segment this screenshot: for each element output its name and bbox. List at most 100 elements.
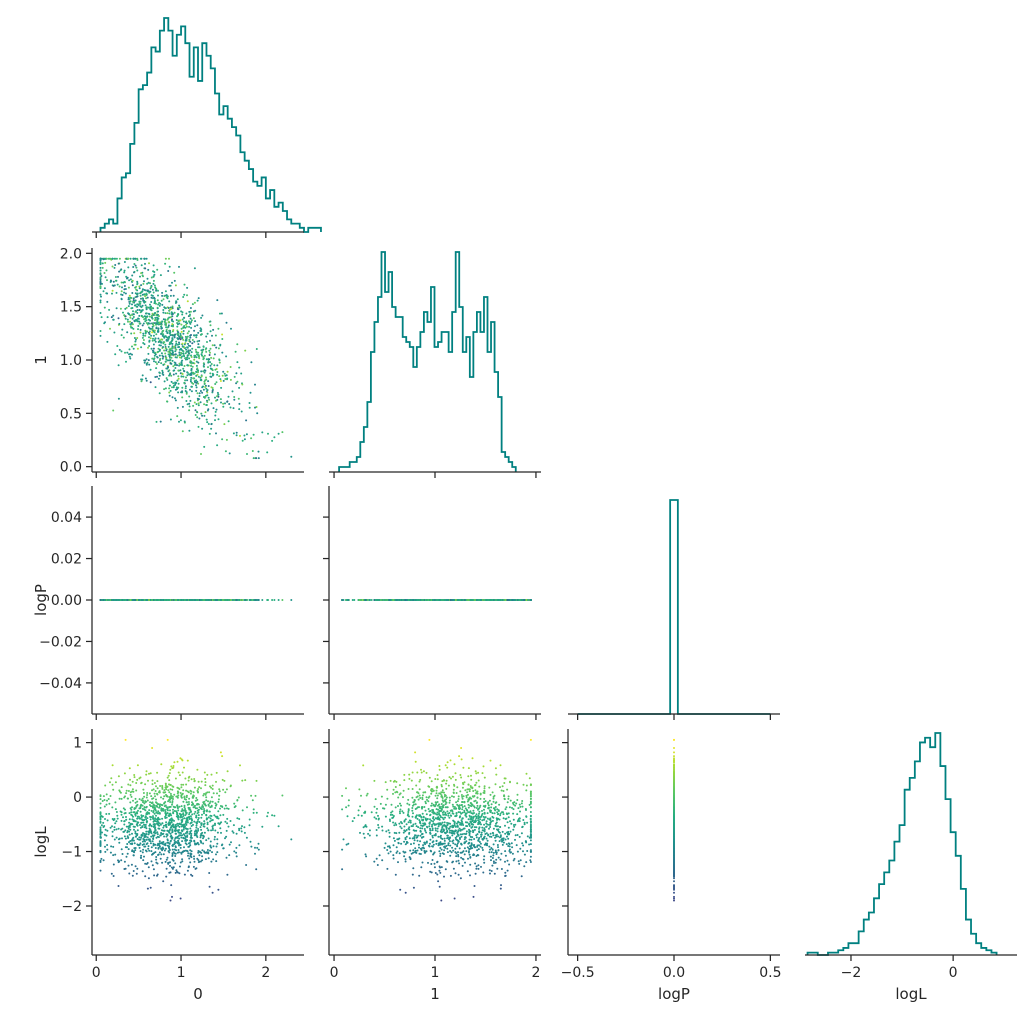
scatter-point: [195, 374, 198, 377]
scatter-point: [128, 355, 131, 358]
scatter-point: [149, 368, 152, 371]
scatter-point: [173, 364, 176, 366]
scatter-point: [241, 809, 244, 812]
scatter-point: [112, 280, 115, 283]
scatter-point: [176, 415, 179, 418]
scatter-point: [190, 390, 193, 393]
scatter-point: [208, 320, 211, 323]
scatter-point: [199, 376, 202, 379]
scatter-point: [158, 301, 161, 304]
scatter-point: [156, 792, 158, 795]
scatter-point: [141, 288, 144, 291]
scatter-point: [439, 599, 441, 601]
scatter-point: [217, 327, 220, 330]
scatter-point: [150, 294, 153, 297]
scatter-point: [250, 361, 253, 364]
scatter-point: [148, 315, 151, 318]
scatter-point: [203, 371, 206, 374]
scatter-point: [207, 358, 210, 361]
scatter-point: [115, 291, 118, 294]
scatter-point: [207, 423, 210, 425]
scatter-point: [167, 370, 170, 373]
scatter-point: [129, 357, 132, 360]
scatter-point: [145, 363, 148, 366]
scatter-point: [174, 284, 177, 287]
scatter-point: [377, 599, 380, 601]
scatter-point: [277, 599, 280, 601]
scatter-point: [129, 352, 132, 355]
scatter-point: [140, 257, 143, 260]
scatter-point: [177, 346, 180, 349]
scatter-point: [169, 359, 172, 361]
panel-2-0-y-tick-label: −0.04: [39, 676, 82, 692]
scatter-point: [248, 406, 251, 409]
scatter-point: [189, 336, 192, 339]
scatter-point: [446, 599, 449, 601]
scatter-point: [162, 373, 165, 376]
scatter-point: [153, 273, 156, 276]
scatter-point: [197, 343, 200, 346]
scatter-point: [137, 325, 140, 327]
scatter-point: [129, 320, 131, 323]
scatter-point: [192, 317, 195, 320]
scatter-point: [216, 599, 219, 601]
scatter-point: [152, 270, 155, 273]
scatter-point: [182, 332, 185, 335]
scatter-point: [114, 808, 117, 811]
scatter-point: [157, 361, 160, 364]
scatter-point: [154, 286, 157, 289]
scatter-point: [209, 347, 212, 350]
scatter-point: [142, 332, 145, 335]
scatter-point: [245, 433, 248, 436]
scatter-point: [118, 322, 121, 325]
scatter-point: [135, 338, 137, 341]
scatter-point: [196, 367, 199, 370]
scatter-point: [158, 344, 161, 347]
scatter-point: [162, 298, 165, 301]
scatter-point: [256, 412, 259, 415]
scatter-point: [221, 351, 224, 354]
scatter-panel-1-0: [99, 257, 293, 460]
scatter-point: [159, 420, 162, 423]
scatter-point: [165, 322, 168, 325]
scatter-point: [179, 792, 182, 794]
scatter-point: [140, 264, 143, 267]
scatter-point: [389, 599, 391, 601]
scatter-point: [210, 356, 213, 359]
scatter-point: [102, 290, 105, 293]
scatter-point: [205, 358, 208, 361]
scatter-point: [99, 330, 102, 332]
scatter-point: [151, 312, 154, 315]
scatter-point: [208, 349, 211, 352]
scatter-point: [171, 848, 174, 851]
scatter-point: [99, 257, 102, 260]
scatter-point: [136, 599, 139, 601]
scatter-point: [118, 348, 121, 351]
scatter-point: [127, 305, 130, 308]
scatter-point: [231, 390, 234, 393]
scatter-point: [358, 599, 361, 601]
scatter-point: [113, 284, 116, 287]
scatter-point: [182, 326, 185, 329]
scatter-point: [219, 343, 222, 346]
scatter-point: [168, 308, 171, 311]
scatter-point: [347, 599, 350, 601]
scatter-point: [169, 284, 172, 287]
scatter-point: [152, 329, 155, 332]
scatter-point: [200, 328, 203, 331]
scatter-point: [267, 811, 269, 814]
scatter-point: [147, 877, 150, 880]
scatter-point: [194, 599, 197, 601]
scatter-point: [519, 599, 521, 601]
scatter-point: [166, 359, 169, 362]
scatter-point: [104, 321, 106, 324]
scatter-point: [154, 337, 157, 340]
scatter-point: [220, 401, 222, 404]
scatter-point: [185, 392, 188, 395]
scatter-point: [199, 401, 202, 404]
scatter-point: [130, 332, 133, 335]
scatter-point: [140, 380, 143, 383]
scatter-point: [126, 599, 129, 601]
scatter-point: [127, 848, 130, 851]
scatter-point: [188, 310, 191, 313]
